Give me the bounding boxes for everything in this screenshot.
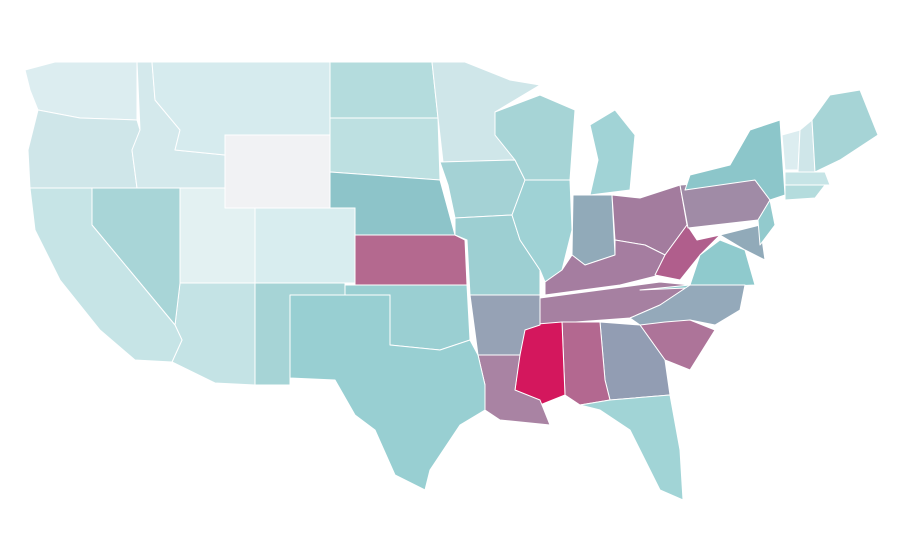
state (784, 171, 831, 186)
state (29, 187, 183, 363)
state (329, 117, 441, 181)
state (544, 239, 666, 296)
state (171, 282, 256, 386)
state (784, 184, 826, 201)
state (329, 61, 439, 119)
state (571, 194, 616, 266)
state (354, 234, 468, 286)
state (719, 224, 766, 261)
state (439, 159, 526, 219)
state (589, 109, 636, 196)
state (224, 134, 331, 209)
state (811, 89, 879, 173)
state (757, 199, 776, 246)
state (254, 207, 356, 284)
state (579, 394, 684, 501)
state (27, 109, 141, 189)
state (781, 129, 801, 171)
state (289, 294, 486, 491)
